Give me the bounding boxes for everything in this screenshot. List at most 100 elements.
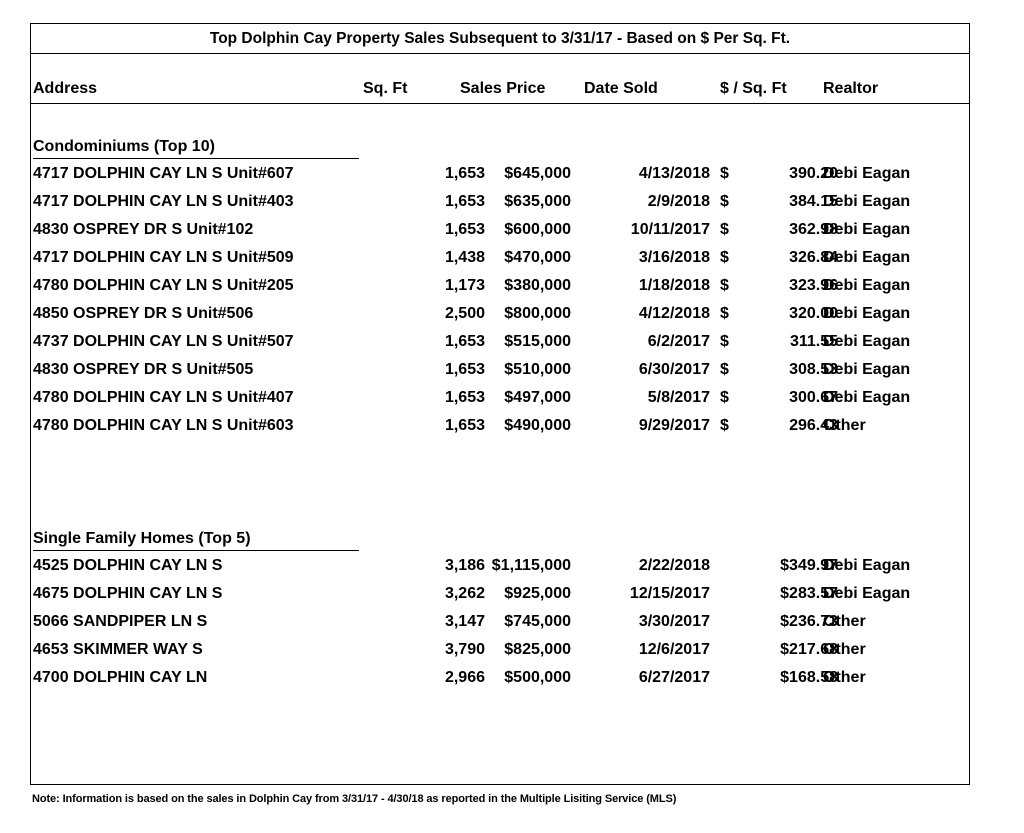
header-realtor: Realtor — [823, 80, 879, 97]
dollar-sign: $ — [720, 305, 729, 322]
date-sold-cell: 9/29/2017 — [638, 417, 710, 434]
address-cell: 4653 SKIMMER WAY S — [33, 641, 203, 658]
sales-table: Top Dolphin Cay Property Sales Subsequen… — [30, 23, 970, 785]
date-sold-cell: 4/13/2018 — [638, 165, 710, 182]
sales-price-cell: $490,000 — [504, 417, 571, 434]
address-cell: 4830 OSPREY DR S Unit#102 — [33, 221, 254, 238]
sales-price-cell: $500,000 — [504, 669, 571, 686]
sqft-cell: 1,653 — [444, 193, 485, 210]
table-row: 4830 OSPREY DR S Unit#505 1,653 $510,000 6/… — [31, 357, 969, 385]
date-sold-cell: 4/12/2018 — [638, 305, 710, 322]
price-per-sqft-cell: $283.57 — [780, 585, 838, 602]
table-row: 4830 OSPREY DR S Unit#102 1,653 $600,000 10… — [31, 217, 969, 245]
sales-price-cell: $600,000 — [504, 221, 571, 238]
address-cell: 4850 OSPREY DR S Unit#506 — [33, 305, 254, 322]
condos-section-label: Condominiums (Top 10) — [33, 136, 359, 159]
realtor-cell: Other — [823, 417, 866, 434]
sales-price-cell: $925,000 — [504, 585, 571, 602]
realtor-cell: Debi Eagan — [823, 585, 911, 602]
date-sold-cell: 12/15/2017 — [629, 585, 710, 602]
sqft-cell: 2,966 — [444, 669, 485, 686]
date-sold-cell: 6/30/2017 — [638, 361, 710, 378]
homes-section-label: Single Family Homes (Top 5) — [33, 528, 359, 551]
date-sold-cell: 6/2/2017 — [647, 333, 710, 350]
sqft-cell: 1,653 — [444, 389, 485, 406]
sales-price-cell: $470,000 — [504, 249, 571, 266]
date-sold-cell: 1/18/2018 — [638, 277, 710, 294]
sqft-cell: 1,653 — [444, 221, 485, 238]
realtor-cell: Debi Eagan — [823, 305, 911, 322]
price-per-sqft-cell: $349.97 — [780, 557, 838, 574]
dollar-sign: $ — [720, 417, 729, 434]
realtor-cell: Debi Eagan — [823, 389, 911, 406]
sqft-cell: 1,653 — [444, 165, 485, 182]
price-per-sqft-cell: $236.73 — [780, 613, 838, 630]
price-per-sqft-cell: 390.20 — [789, 165, 838, 182]
sales-price-cell: $800,000 — [504, 305, 571, 322]
date-sold-cell: 5/8/2017 — [647, 389, 710, 406]
table-row: 4780 DOLPHIN CAY LN S Unit#407 1,653 $497,… — [31, 385, 969, 413]
realtor-cell: Debi Eagan — [823, 221, 911, 238]
dollar-sign: $ — [720, 361, 729, 378]
realtor-cell: Debi Eagan — [823, 557, 911, 574]
address-cell: 5066 SANDPIPER LN S — [33, 613, 208, 630]
price-per-sqft-cell: 384.15 — [789, 193, 838, 210]
dollar-sign: $ — [720, 389, 729, 406]
header-price-per-sqft: $ / Sq. Ft — [720, 80, 787, 97]
table-row: 4780 DOLPHIN CAY LN S Unit#603 1,653 $490,… — [31, 413, 969, 441]
column-headers: Address Sq. Ft Sales Price Date Sold $ /… — [31, 76, 969, 104]
header-sqft: Sq. Ft — [363, 80, 408, 97]
realtor-cell: Other — [823, 613, 866, 630]
realtor-cell: Debi Eagan — [823, 277, 911, 294]
date-sold-cell: 3/16/2018 — [638, 249, 710, 266]
price-per-sqft-cell: 326.84 — [789, 249, 838, 266]
realtor-cell: Other — [823, 641, 866, 658]
address-cell: 4780 DOLPHIN CAY LN S Unit#407 — [33, 389, 294, 406]
address-cell: 4525 DOLPHIN CAY LN S — [33, 557, 223, 574]
sales-price-cell: $745,000 — [504, 613, 571, 630]
address-cell: 4717 DOLPHIN CAY LN S Unit#403 — [33, 193, 294, 210]
price-per-sqft-cell: 323.96 — [789, 277, 838, 294]
sqft-cell: 3,147 — [444, 613, 485, 630]
realtor-cell: Debi Eagan — [823, 249, 911, 266]
dollar-sign: $ — [720, 165, 729, 182]
date-sold-cell: 6/27/2017 — [638, 669, 710, 686]
realtor-cell: Debi Eagan — [823, 165, 911, 182]
table-row: 4525 DOLPHIN CAY LN S 3,186 $1,115,000 2/22… — [31, 553, 969, 581]
sales-price-cell: $1,115,000 — [491, 557, 571, 574]
address-cell: 4780 DOLPHIN CAY LN S Unit#603 — [33, 417, 294, 434]
sqft-cell: 1,653 — [444, 361, 485, 378]
sqft-cell: 3,262 — [444, 585, 485, 602]
sales-price-cell: $635,000 — [504, 193, 571, 210]
table-row: 4675 DOLPHIN CAY LN S 3,262 $925,000 12/15/… — [31, 581, 969, 609]
address-cell: 4717 DOLPHIN CAY LN S Unit#509 — [33, 249, 294, 266]
footnote: Note: Information is based on the sales … — [32, 793, 677, 805]
table-row: 4737 DOLPHIN CAY LN S Unit#507 1,653 $515,… — [31, 329, 969, 357]
table-row: 4700 DOLPHIN CAY LN 2,966 $500,000 6/27/201… — [31, 665, 969, 693]
sales-price-cell: $497,000 — [504, 389, 571, 406]
address-cell: 4675 DOLPHIN CAY LN S — [33, 585, 223, 602]
dollar-sign: $ — [720, 333, 729, 350]
header-address: Address — [33, 80, 98, 97]
price-per-sqft-cell: 320.00 — [789, 305, 838, 322]
address-cell: 4700 DOLPHIN CAY LN — [33, 669, 208, 686]
price-per-sqft-cell: 296.43 — [789, 417, 838, 434]
table-row: 4717 DOLPHIN CAY LN S Unit#607 1,653 $645,… — [31, 161, 969, 189]
address-cell: 4737 DOLPHIN CAY LN S Unit#507 — [33, 333, 294, 350]
sales-price-cell: $825,000 — [504, 641, 571, 658]
table-row: 4717 DOLPHIN CAY LN S Unit#509 1,438 $470,… — [31, 245, 969, 273]
date-sold-cell: 10/11/2017 — [630, 221, 710, 238]
sales-price-cell: $510,000 — [504, 361, 571, 378]
date-sold-cell: 12/6/2017 — [638, 641, 710, 658]
sqft-cell: 2,500 — [444, 305, 485, 322]
sales-price-cell: $645,000 — [504, 165, 571, 182]
price-per-sqft-cell: $217.68 — [780, 641, 838, 658]
price-per-sqft-cell: $168.58 — [780, 669, 838, 686]
header-date-sold: Date Sold — [584, 80, 658, 97]
address-cell: 4717 DOLPHIN CAY LN S Unit#607 — [33, 165, 294, 182]
sqft-cell: 1,653 — [444, 417, 485, 434]
dollar-sign: $ — [720, 249, 729, 266]
date-sold-cell: 3/30/2017 — [638, 613, 710, 630]
sqft-cell: 1,438 — [444, 249, 485, 266]
realtor-cell: Debi Eagan — [823, 361, 911, 378]
